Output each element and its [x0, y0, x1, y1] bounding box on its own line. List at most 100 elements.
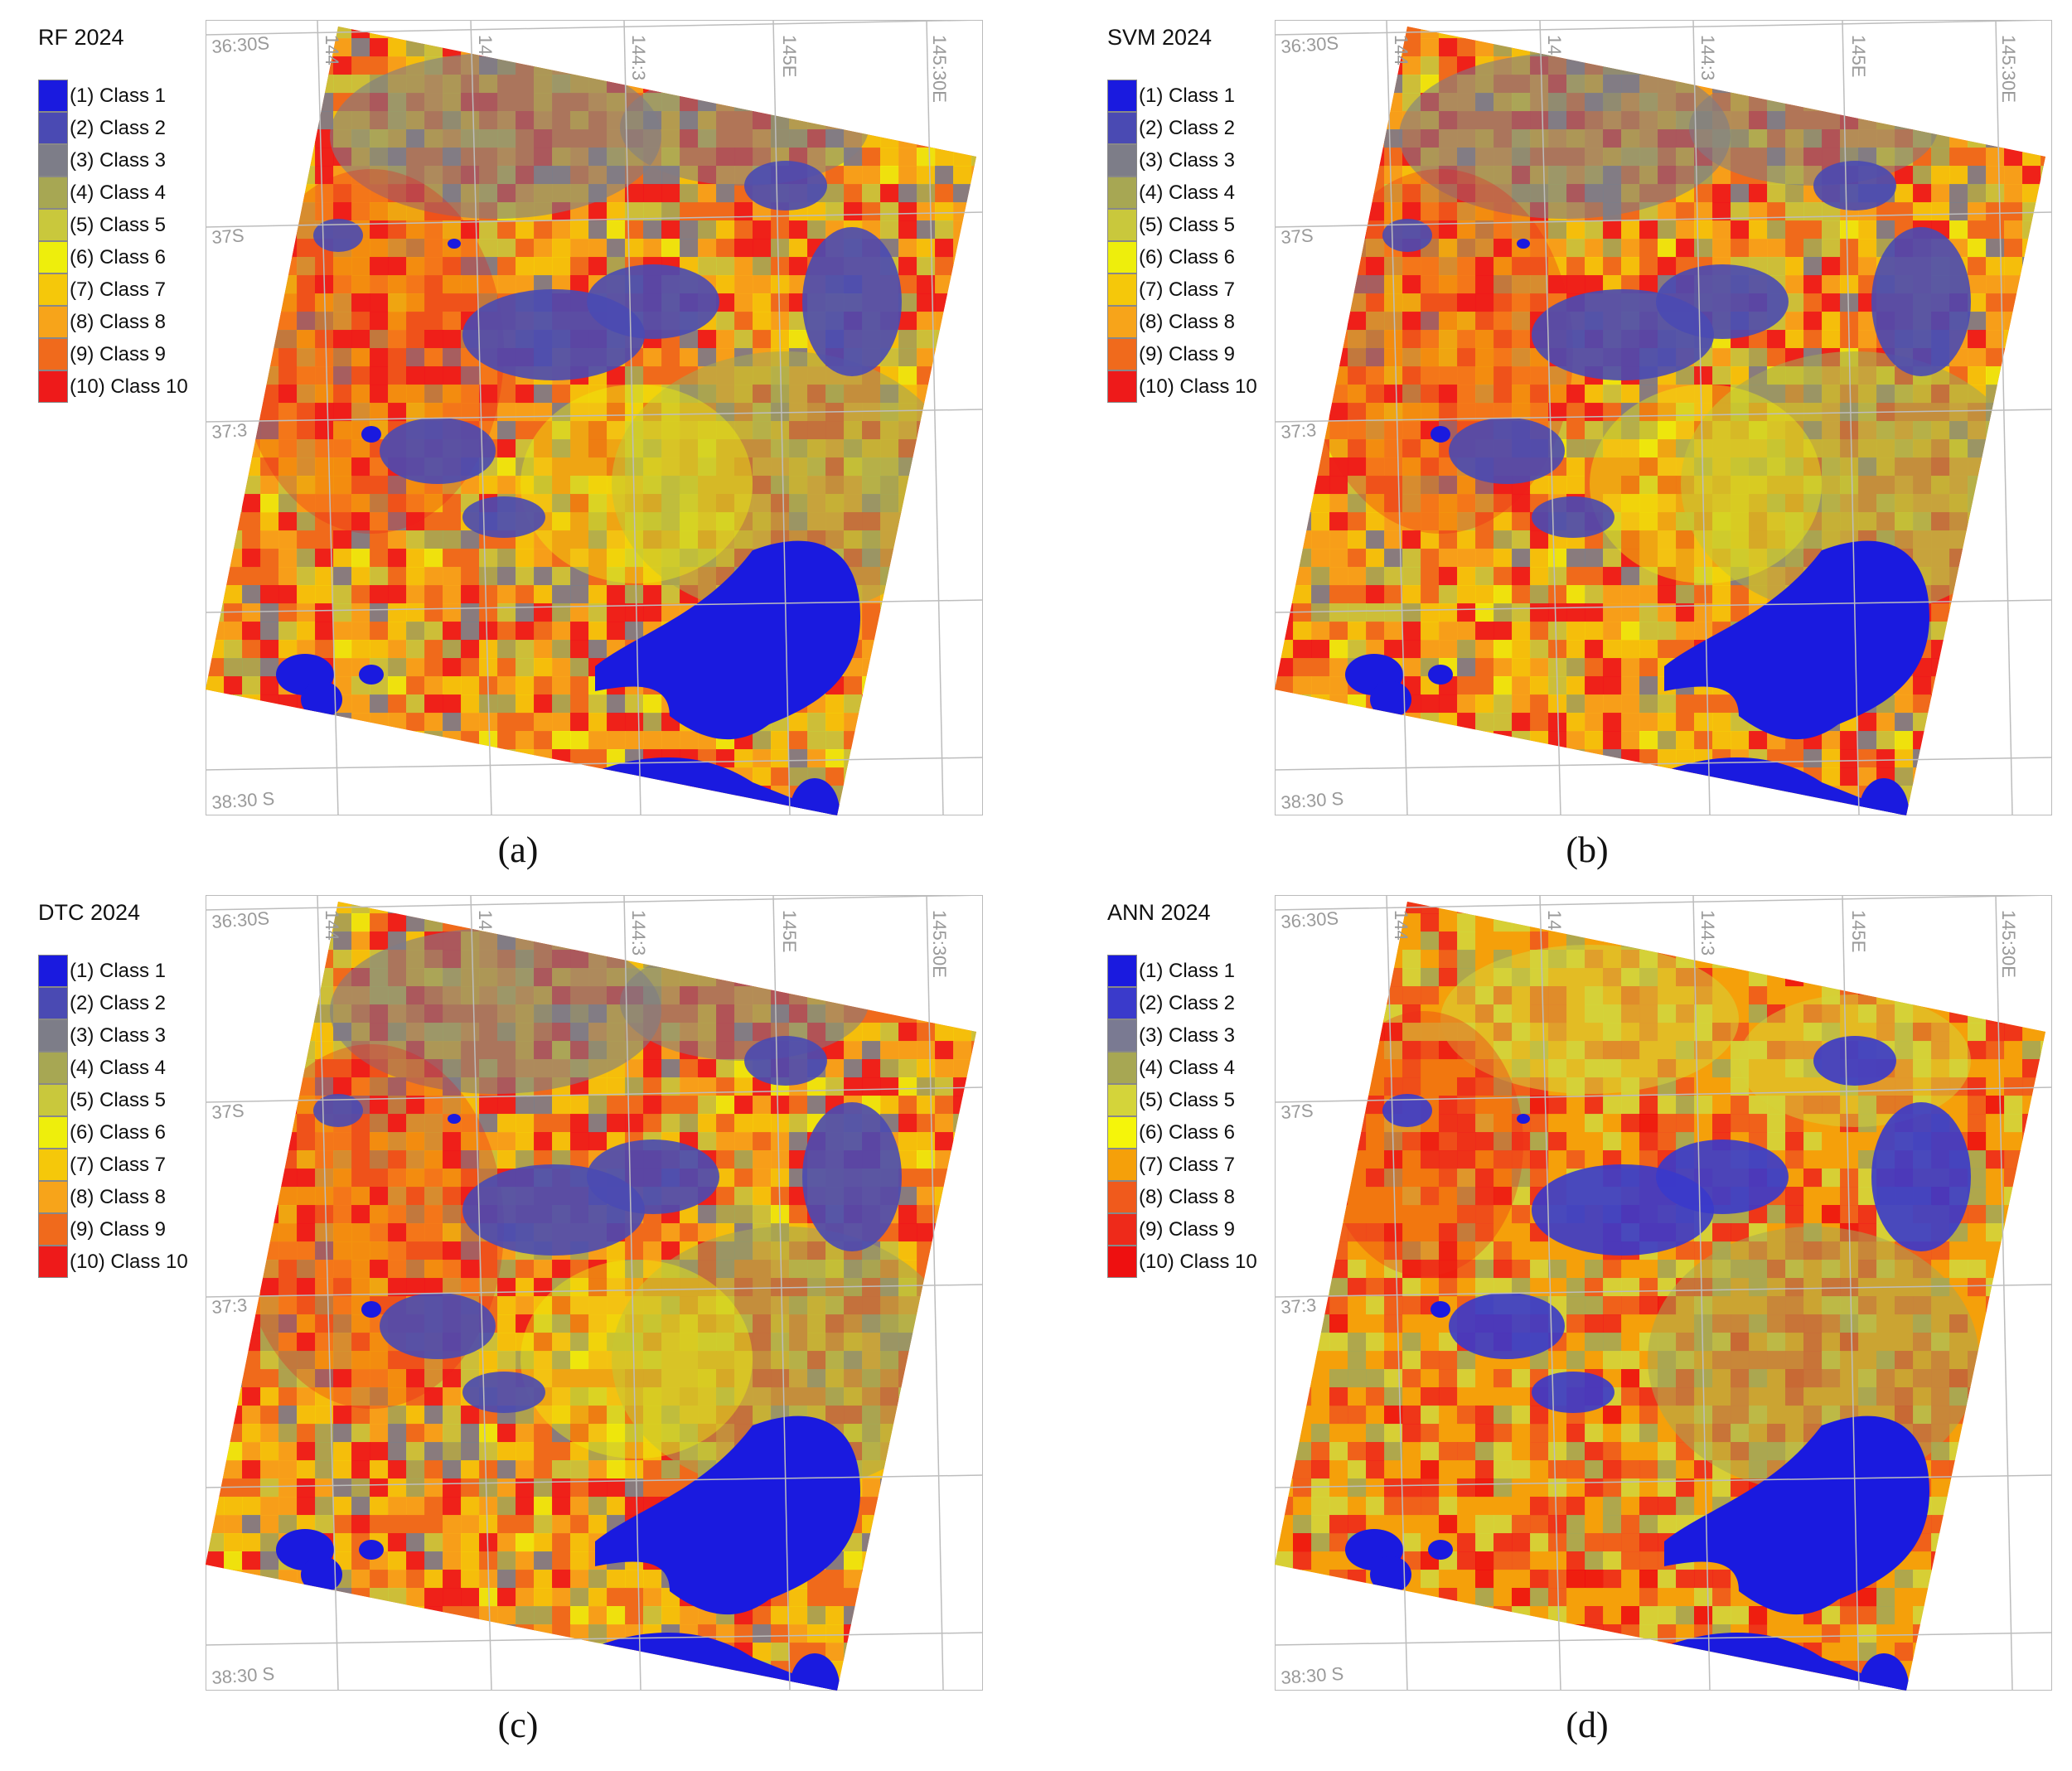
grid-label: 14 [475, 910, 496, 930]
legend-label: (10) Class 10 [70, 1250, 188, 1273]
legend-swatch [1107, 1116, 1137, 1149]
legend-swatch [1107, 1052, 1137, 1084]
legend-swatch [38, 1019, 68, 1052]
legend-item: (6) Class 6 [38, 241, 188, 273]
map-title: DTC 2024 [38, 900, 141, 925]
legend-label: (6) Class 6 [1139, 1120, 1236, 1144]
legend-item: (10) Class 10 [38, 1246, 188, 1278]
grid-label: 37:3 [211, 1294, 248, 1318]
legend-item: (3) Class 3 [38, 144, 188, 177]
legend-swatch [38, 338, 68, 370]
subfigure-caption: (d) [1566, 1705, 1609, 1745]
grid-label: 14 [1544, 35, 1565, 55]
classification-map: 36:30S 37S 37:3 38:30 S 144 14 144:3 145E 145:30… [206, 20, 983, 815]
legend-label: (9) Class 9 [70, 1217, 167, 1241]
grid-label: 144:3 [628, 35, 649, 80]
subfigure-caption: (b) [1566, 830, 1609, 870]
legend: (1) Class 1 (2) Class 2 (3) Class 3 (4) Cla… [1107, 80, 1257, 403]
legend-label: (8) Class 8 [1139, 310, 1236, 333]
legend-item: (9) Class 9 [38, 1213, 188, 1246]
legend-swatch [38, 1084, 68, 1116]
legend-swatch [1107, 306, 1137, 338]
legend-label: (7) Class 7 [1139, 1153, 1236, 1176]
grid-label: 144 [1391, 910, 1411, 941]
grid-label: 145E [779, 910, 800, 952]
grid-label: 37S [211, 225, 245, 248]
legend-swatch [1107, 112, 1137, 144]
legend-swatch [38, 80, 68, 112]
legend-swatch [1107, 987, 1137, 1019]
legend-swatch [1107, 1213, 1137, 1246]
graticule [1275, 20, 2052, 815]
classification-map: 36:30S 37S 37:3 38:30 S 144 14 144:3 145E 145:30… [1275, 20, 2052, 815]
legend-label: (5) Class 5 [70, 213, 167, 236]
map-panel-2: SVM 2024 (1) Class 1 (2) Class 2 (3) Class … [1069, 0, 2072, 885]
legend-swatch [1107, 1019, 1137, 1052]
grid-label: 144:3 [1697, 35, 1718, 80]
classified-raster [1275, 902, 2045, 1691]
grid-label: 38:30 S [211, 1663, 275, 1688]
legend-swatch [38, 1246, 68, 1278]
graticule [1275, 895, 2052, 1691]
legend: (1) Class 1 (2) Class 2 (3) Class 3 (4) Cla… [1107, 955, 1257, 1278]
grid-label: 37S [1280, 225, 1314, 248]
legend-label: (2) Class 2 [70, 116, 167, 139]
legend-item: (1) Class 1 [1107, 80, 1257, 112]
classification-map: 36:30S 37S 37:3 38:30 S 144 14 144:3 145E 145:30… [1275, 895, 2052, 1691]
legend-label: (5) Class 5 [70, 1088, 167, 1111]
legend-item: (8) Class 8 [1107, 1181, 1257, 1213]
legend-item: (3) Class 3 [1107, 144, 1257, 177]
grid-label: 144:3 [1697, 910, 1718, 956]
grid-label: 145E [1848, 35, 1869, 77]
legend-item: (6) Class 6 [1107, 1116, 1257, 1149]
legend-label: (10) Class 10 [1139, 1250, 1257, 1273]
map-title: RF 2024 [38, 25, 124, 50]
grid-label: 37S [1280, 1100, 1314, 1123]
legend-item: (10) Class 10 [38, 370, 188, 403]
legend-item: (5) Class 5 [38, 1084, 188, 1116]
legend-label: (1) Class 1 [70, 959, 167, 982]
grid-label: 144 [1391, 35, 1411, 65]
grid-label: 144 [322, 35, 342, 65]
legend-swatch [1107, 338, 1137, 370]
subfigure-caption: (a) [497, 830, 539, 870]
grid-label: 38:30 S [211, 788, 275, 813]
legend-label: (9) Class 9 [70, 342, 167, 365]
legend-item: (7) Class 7 [1107, 1149, 1257, 1181]
legend-swatch [38, 987, 68, 1019]
legend-label: (6) Class 6 [70, 1120, 167, 1144]
legend-label: (1) Class 1 [70, 84, 167, 107]
legend-swatch [38, 177, 68, 209]
classified-raster [206, 902, 976, 1691]
legend-swatch [38, 273, 68, 306]
legend-item: (4) Class 4 [1107, 1052, 1257, 1084]
legend-label: (8) Class 8 [70, 1185, 167, 1208]
legend-label: (5) Class 5 [1139, 1088, 1236, 1111]
legend-label: (3) Class 3 [70, 1023, 167, 1047]
legend-item: (2) Class 2 [1107, 987, 1257, 1019]
legend-item: (6) Class 6 [1107, 241, 1257, 273]
legend-label: (6) Class 6 [70, 245, 167, 269]
legend-item: (7) Class 7 [38, 273, 188, 306]
legend-label: (1) Class 1 [1139, 959, 1236, 982]
legend-item: (2) Class 2 [38, 987, 188, 1019]
legend-item: (5) Class 5 [38, 209, 188, 241]
legend-swatch [1107, 1149, 1137, 1181]
grid-label: 37:3 [1280, 419, 1317, 443]
legend-item: (10) Class 10 [1107, 1246, 1257, 1278]
subfigure-caption: (c) [497, 1705, 539, 1745]
legend-swatch [1107, 1084, 1137, 1116]
legend-label: (2) Class 2 [1139, 116, 1236, 139]
legend-label: (4) Class 4 [70, 1056, 167, 1079]
legend-item: (9) Class 9 [38, 338, 188, 370]
legend-item: (8) Class 8 [38, 1181, 188, 1213]
map-panel-1: RF 2024 (1) Class 1 (2) Class 2 (3) Class 3… [0, 0, 1036, 885]
legend-swatch [38, 1149, 68, 1181]
graticule [206, 895, 983, 1691]
legend-label: (3) Class 3 [1139, 1023, 1236, 1047]
legend-swatch [38, 1213, 68, 1246]
legend-label: (4) Class 4 [1139, 1056, 1236, 1079]
legend-swatch [1107, 370, 1137, 403]
legend-label: (2) Class 2 [70, 991, 167, 1014]
map-panel-4: ANN 2024 (1) Class 1 (2) Class 2 (3) Class … [1069, 875, 2072, 1760]
